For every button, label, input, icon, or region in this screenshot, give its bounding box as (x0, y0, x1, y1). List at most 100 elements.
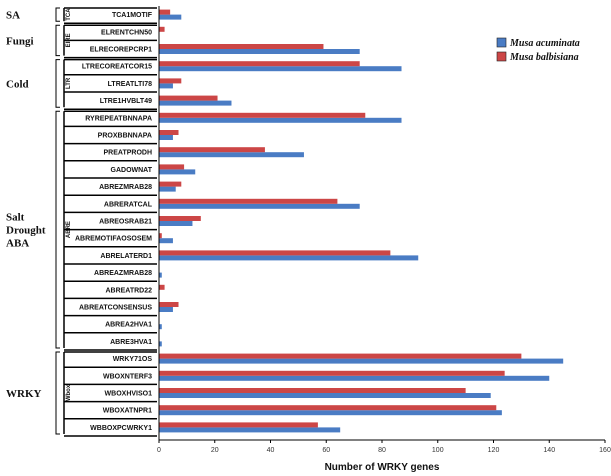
bar-balbisiana-abreosrab21 (159, 216, 201, 221)
category-label: ABREOSRAB21 (99, 219, 152, 226)
bar-balbisiana-abreatconsensus (159, 302, 179, 307)
bar-acuminata-ltrecoreatcor15 (159, 66, 402, 71)
group-label: WRKY (6, 388, 42, 400)
group-bracket (56, 111, 60, 348)
category-label: PREATPRODH (104, 150, 152, 157)
group-bracket (56, 352, 60, 434)
bar-acuminata-wboxnterf3 (159, 376, 549, 381)
bar-balbisiana-ltre1hvblt49 (159, 96, 218, 101)
bar-acuminata-wboxatnpr1 (159, 410, 502, 415)
category-label: WBOXNTERF3 (103, 373, 152, 380)
bar-acuminata-ryrepeatbnnapa (159, 118, 402, 123)
group-sublabel: EIRE (66, 33, 72, 47)
bars-layer (159, 10, 563, 433)
category-label: WRKY71OS (113, 356, 153, 363)
category-label: RYREPEATBNNAPA (85, 115, 152, 122)
bar-acuminata-preatprodh (159, 152, 304, 157)
group-label: Fungi (6, 35, 34, 47)
group-label: Cold (6, 78, 29, 90)
bar-balbisiana-ltreatlti78 (159, 78, 181, 83)
category-labels-layer: TCA1MOTIF ELRENTCHN50 ELRECOREPCRP1 LTRECOR… (64, 12, 157, 436)
bar-balbisiana-tca1motif (159, 10, 170, 15)
group-label: Drought (6, 225, 46, 237)
bar-acuminata-wbboxpcwrky1 (159, 427, 340, 432)
legend-swatch-acuminata (497, 38, 506, 47)
category-label: ABRELATERD1 (100, 253, 152, 260)
bar-balbisiana-gadownat (159, 164, 184, 169)
category-label: TCA1MOTIF (112, 12, 153, 19)
bar-acuminata-ltreatlti78 (159, 83, 173, 88)
bar-acuminata-abrezmrab28 (159, 187, 176, 192)
legend: Musa acuminata Musa balbisiana (497, 38, 580, 63)
bar-balbisiana-abrelaterd1 (159, 250, 390, 255)
group-bracket (56, 60, 60, 108)
category-label: ABREZMRAB28 (99, 184, 152, 191)
category-label: ABREA2HVA1 (105, 322, 152, 329)
x-axis: 0 20 40 60 80 100 120 140 160 (157, 6, 611, 454)
group-label: ABA (6, 238, 29, 250)
x-axis-label: Number of WRKY genes (325, 462, 440, 473)
bar-balbisiana-ryrepeatbnnapa (159, 113, 365, 118)
x-tick-label: 120 (488, 447, 500, 454)
group-bracket (56, 8, 60, 21)
category-label: ABRE3HVA1 (110, 339, 152, 346)
group-sublabel: Wbox (66, 384, 72, 401)
category-label: GADOWNAT (111, 167, 153, 174)
bar-balbisiana-abrezmrab28 (159, 182, 181, 187)
bar-balbisiana-proxbbnnapa (159, 130, 179, 135)
bar-acuminata-abrelaterd1 (159, 255, 418, 260)
category-label: ELRENTCHN50 (101, 29, 152, 36)
bar-acuminata-abreatconsensus (159, 307, 173, 312)
category-label: PROXBBNNAPA (98, 133, 152, 140)
category-label: WBOXATNPR1 (103, 408, 152, 415)
category-label: ABRERATCAL (104, 201, 153, 208)
group-label: SA (6, 10, 20, 22)
legend-swatch-balbisiana (497, 52, 506, 61)
bar-balbisiana-elrecorepcrp1 (159, 44, 323, 49)
bar-acuminata-ltre1hvblt49 (159, 101, 231, 106)
bar-balbisiana-preatprodh (159, 147, 265, 152)
category-label: ABREATCONSENSUS (79, 305, 152, 312)
bar-acuminata-elrecorepcrp1 (159, 49, 360, 54)
x-tick-label: 40 (267, 447, 275, 454)
category-label: WBOXHVISO1 (105, 391, 153, 398)
wrky-bar-chart: TCA1MOTIF ELRENTCHN50 ELRECOREPCRP1 LTRECOR… (0, 0, 611, 476)
bar-balbisiana-abreratcal (159, 199, 337, 204)
group-sublabel: ABRE (66, 221, 72, 238)
group-sublabel: LTR (66, 77, 72, 89)
bar-balbisiana-elrentchn50 (159, 27, 165, 32)
bar-acuminata-wrky71os (159, 359, 563, 364)
bar-acuminata-proxbbnnapa (159, 135, 173, 140)
x-tick-label: 140 (543, 447, 555, 454)
x-tick-label: 20 (211, 447, 219, 454)
bar-balbisiana-wbboxpcwrky1 (159, 422, 318, 427)
group-bracket (56, 25, 60, 55)
category-label: LTRE1HVBLT49 (100, 98, 152, 105)
bar-balbisiana-abreatrd22 (159, 285, 165, 290)
bar-balbisiana-wboxnterf3 (159, 371, 505, 376)
category-label: WBBOXPCWRKY1 (90, 425, 152, 432)
x-tick-label: 100 (432, 447, 444, 454)
x-tick-label: 60 (322, 447, 330, 454)
bar-balbisiana-wrky71os (159, 354, 521, 359)
group-sublabel: TCA (66, 8, 72, 21)
bar-acuminata-abremotifaososem (159, 238, 173, 243)
legend-label: Musa acuminata (509, 38, 580, 49)
bar-balbisiana-wboxhviso1 (159, 388, 466, 393)
bar-balbisiana-wboxatnpr1 (159, 405, 496, 410)
category-label: ABREMOTIFAOSOSEM (75, 236, 152, 243)
category-label: ABREATRD22 (105, 287, 152, 294)
bar-acuminata-wboxhviso1 (159, 393, 491, 398)
category-label: ABREAZMRAB28 (94, 270, 152, 277)
bar-balbisiana-ltrecoreatcor15 (159, 61, 360, 66)
x-tick-label: 160 (599, 447, 611, 454)
category-label: ELRECOREPCRP1 (90, 47, 152, 54)
x-tick-label: 0 (157, 447, 161, 454)
group-label: Salt (6, 212, 25, 224)
bar-acuminata-gadownat (159, 169, 195, 174)
category-label: LTREATLTI78 (108, 81, 152, 88)
legend-label: Musa balbisiana (509, 52, 579, 63)
bar-acuminata-abreosrab21 (159, 221, 192, 226)
bar-acuminata-abreratcal (159, 204, 360, 209)
category-label: LTRECOREATCOR15 (82, 64, 152, 71)
